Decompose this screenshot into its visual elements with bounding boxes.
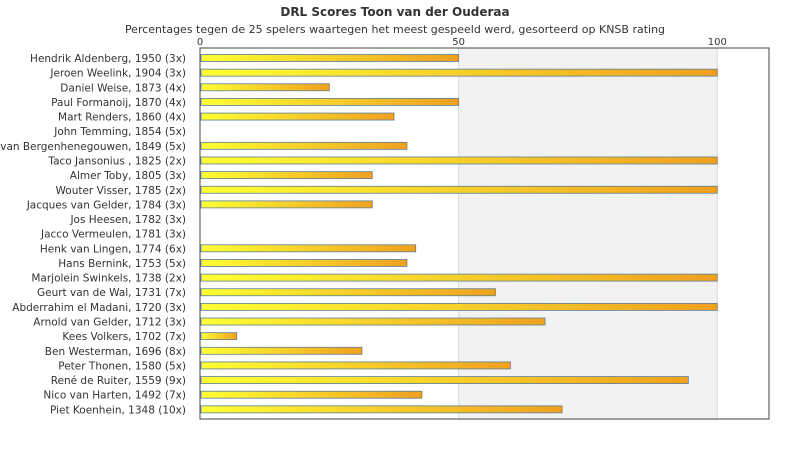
category-label: Peter Thonen, 1580 (5x) xyxy=(58,360,186,372)
category-label: Kees Volkers, 1702 (7x) xyxy=(62,331,186,343)
bar xyxy=(200,171,373,180)
category-label: Geurt van de Wal, 1731 (7x) xyxy=(37,287,186,299)
category-label: Hendrik Aldenberg, 1950 (3x) xyxy=(30,53,186,65)
category-label: Ben Westerman, 1696 (8x) xyxy=(45,346,186,358)
bar xyxy=(200,185,718,194)
plot-frame xyxy=(199,47,770,420)
bar xyxy=(200,361,511,370)
bar xyxy=(200,346,363,355)
x-axis-tick-labels: 0 50 100 xyxy=(197,37,727,48)
x-tick-label: 100 xyxy=(708,37,727,48)
bar xyxy=(200,405,563,414)
category-label: Marjolein Swinkels, 1738 (2x) xyxy=(31,273,186,285)
x-tick-label: 0 xyxy=(197,37,203,48)
category-label: Arnold van Gelder, 1712 (3x) xyxy=(33,317,186,329)
chart-subtitle: Percentages tegen de 25 spelers waartege… xyxy=(125,23,665,36)
category-label: Taco Jansonius , 1825 (2x) xyxy=(47,155,186,167)
category-label: Piet Koenhein, 1348 (10x) xyxy=(50,404,186,416)
bar xyxy=(200,68,718,77)
bar xyxy=(200,200,373,209)
bar xyxy=(200,332,238,341)
bar xyxy=(200,288,496,297)
category-label: Nico van Harten, 1492 (7x) xyxy=(43,390,186,402)
bar xyxy=(200,141,408,150)
bar xyxy=(200,54,460,62)
category-label: Jacques van Gelder, 1784 (3x) xyxy=(26,199,186,211)
bar xyxy=(200,317,546,326)
category-label: Mart Renders, 1860 (4x) xyxy=(58,112,186,124)
bar xyxy=(200,273,718,282)
category-label: van Bergenhenegouwen, 1849 (5x) xyxy=(0,141,186,153)
category-label: Hans Bernink, 1753 (5x) xyxy=(58,258,186,270)
category-label: Jacco Vermeulen, 1781 (3x) xyxy=(40,229,186,241)
category-label: Daniel Weise, 1873 (4x) xyxy=(60,82,186,94)
bar xyxy=(200,390,423,399)
category-label: Almer Toby, 1805 (3x) xyxy=(70,170,186,182)
category-label: Abderrahim el Madani, 1720 (3x) xyxy=(12,302,186,314)
bar xyxy=(200,244,417,253)
category-label: René de Ruiter, 1559 (9x) xyxy=(51,375,186,387)
category-label: Jos Heesen, 1782 (3x) xyxy=(69,214,186,226)
bar xyxy=(200,376,689,384)
category-label: John Temming, 1854 (5x) xyxy=(53,126,186,138)
bar xyxy=(200,302,718,311)
category-labels: Hendrik Aldenberg, 1950 (3x) Jeroen Weeli… xyxy=(0,53,186,416)
bar xyxy=(200,112,395,121)
plot-background xyxy=(458,48,718,419)
chart-title: DRL Scores Toon van der Ouderaa xyxy=(280,5,509,19)
category-label: Jeroen Weelink, 1904 (3x) xyxy=(49,68,186,80)
category-label: Henk van Lingen, 1774 (6x) xyxy=(40,243,186,255)
category-label: Wouter Visser, 1785 (2x) xyxy=(56,185,187,197)
bar xyxy=(200,156,718,165)
plot-shade-band xyxy=(458,48,718,419)
bars xyxy=(200,54,718,414)
x-tick-label: 50 xyxy=(452,37,465,48)
bar xyxy=(200,259,408,267)
bar xyxy=(200,98,460,106)
category-label: Paul Formanoij, 1870 (4x) xyxy=(51,97,186,109)
bar xyxy=(200,83,330,92)
